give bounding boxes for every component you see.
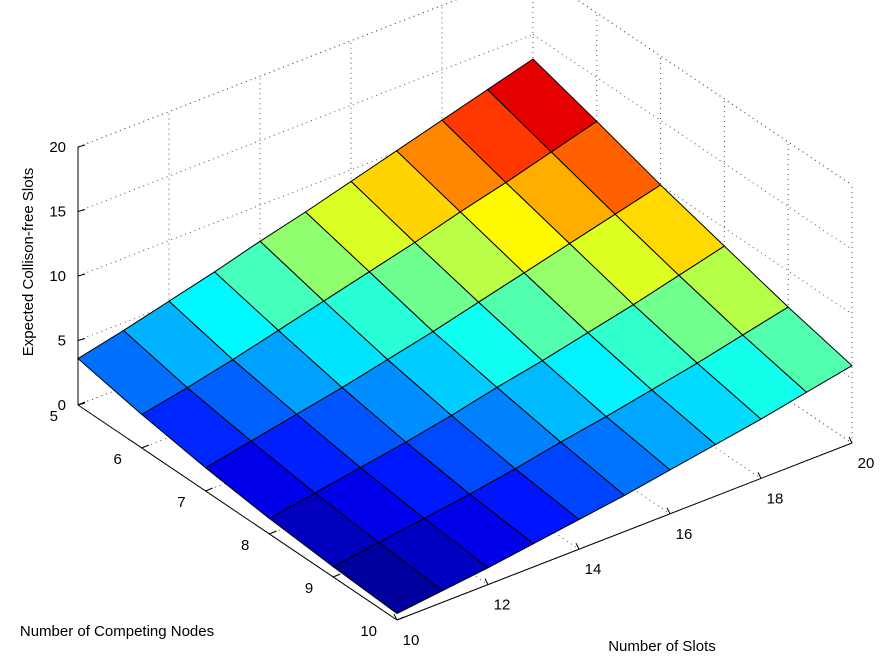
x-tick-mark (848, 436, 853, 444)
y-axis-label: Number of Competing Nodes (20, 623, 214, 640)
x-tick-label: 16 (676, 526, 693, 543)
y-tick-mark (205, 487, 213, 492)
x-tick-mark (757, 472, 762, 479)
z-tick-label: 15 (49, 204, 66, 221)
y-tick-label: 9 (305, 580, 313, 597)
y-tick-label: 6 (113, 451, 121, 468)
surface-layer (77, 58, 853, 615)
z-tick-label: 10 (49, 268, 66, 285)
z-tick-mark (77, 273, 86, 277)
y-tick-label: 7 (177, 494, 185, 511)
y-tick-mark (77, 401, 86, 406)
y-tick-label: 5 (50, 408, 58, 425)
x-axis-label: Number of Slots (608, 638, 716, 655)
z-tick-mark (77, 338, 86, 341)
x-tick-label: 12 (494, 597, 511, 614)
x-tick-label: 14 (585, 561, 602, 578)
x-tick-mark (575, 542, 580, 550)
x-tick-label: 20 (858, 455, 875, 472)
y-tick-mark (396, 616, 405, 621)
y-tick-mark (141, 444, 149, 449)
z-axis-label: Expected Collison-free Slots (20, 168, 37, 356)
side-wall-grid-line-z (532, 98, 853, 315)
x-tick-mark (666, 507, 671, 515)
y-tick-mark (269, 530, 277, 535)
x-tick-mark (393, 613, 398, 621)
side-wall-grid-line-z (532, 34, 853, 250)
z-tick-mark (77, 209, 86, 212)
axes-layer (77, 144, 853, 621)
x-tick-label: 18 (767, 490, 784, 507)
y-tick-label: 10 (360, 623, 377, 640)
z-tick-mark (77, 144, 86, 148)
side-wall-grid-line-z (532, 227, 853, 444)
y-axis-line (77, 404, 398, 621)
x-axis-line (396, 442, 853, 621)
y-tick-mark (333, 573, 341, 578)
x-tick-label: 10 (403, 632, 420, 649)
y-tick-label: 8 (241, 537, 249, 554)
side-top-edge (576, 0, 853, 186)
z-tick-label: 0 (58, 397, 66, 414)
z-tick-label: 5 (58, 333, 66, 350)
surface-cell (332, 541, 444, 615)
x-tick-mark (484, 578, 489, 585)
z-tick-label: 20 (49, 139, 66, 156)
